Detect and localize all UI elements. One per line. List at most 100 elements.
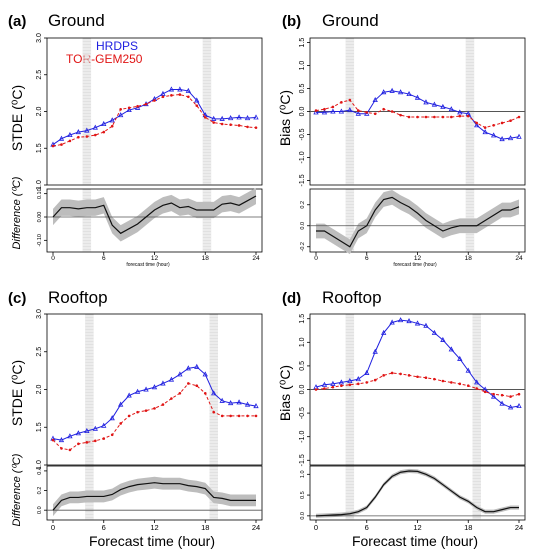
- point-tor-gem250: [77, 135, 80, 139]
- point-tor-gem250: [475, 387, 479, 390]
- xtick-label: 12: [413, 523, 421, 532]
- point-hrdps: [227, 400, 234, 406]
- point-hrdps: [507, 135, 514, 141]
- point-hrdps: [448, 346, 454, 352]
- point-hrdps: [355, 376, 361, 382]
- hatch-band-a-0-sub: [82, 189, 92, 252]
- series-line-hrdps: [52, 366, 257, 441]
- point-tor-gem250: [170, 94, 173, 97]
- point-hrdps: [516, 402, 522, 409]
- point-tor-gem250: [127, 414, 131, 418]
- legend-hrdps: HRDPS: [96, 39, 138, 53]
- point-hrdps: [507, 404, 514, 410]
- xtick-label: 12: [414, 255, 422, 262]
- point-tor-gem250: [51, 144, 55, 148]
- ytick-label: 0.0: [299, 385, 306, 395]
- point-tor-gem250: [254, 414, 258, 418]
- point-hrdps: [490, 393, 497, 399]
- point-hrdps: [499, 400, 505, 406]
- point-hrdps: [423, 322, 429, 328]
- point-tor-gem250: [85, 441, 89, 444]
- point-tor-gem250: [424, 376, 428, 380]
- point-hrdps: [101, 120, 107, 126]
- hatch-band-c-0: [85, 314, 94, 465]
- panel-b: -1.5 -1.0 -0.5 0.0 0.5 1.0 1.5 -0.2 0.0 0.2 0 6 12 18…: [299, 37, 526, 262]
- ytick-label: -0.5: [299, 407, 306, 419]
- point-hrdps: [321, 109, 328, 115]
- xlabel-b: forecast time (hour): [393, 262, 437, 268]
- sub-ytick-label: -0.10: [37, 234, 43, 247]
- point-tor-gem250: [466, 384, 470, 388]
- difference-mean-line-c: [52, 482, 256, 511]
- xtick-label: 0: [314, 523, 318, 532]
- ytick-label: 1.0: [299, 337, 306, 347]
- point-tor-gem250: [466, 114, 470, 118]
- point-tor-gem250: [399, 113, 402, 117]
- point-tor-gem250: [483, 126, 487, 129]
- xtick-label: 6: [365, 523, 369, 532]
- point-tor-gem250: [195, 384, 199, 388]
- point-tor-gem250: [212, 410, 216, 414]
- point-hrdps: [474, 122, 480, 128]
- point-hrdps: [381, 89, 387, 95]
- point-tor-gem250: [110, 433, 114, 437]
- ytick-label: 1.0: [299, 61, 306, 71]
- point-hrdps: [431, 329, 438, 335]
- point-hrdps: [253, 114, 259, 120]
- difference-band-b: [316, 190, 519, 255]
- point-hrdps: [219, 397, 225, 403]
- point-hrdps: [448, 106, 454, 112]
- panel-title-a: Ground: [48, 11, 105, 30]
- point-hrdps: [347, 107, 353, 113]
- point-tor-gem250: [212, 121, 216, 124]
- point-tor-gem250: [203, 116, 207, 119]
- ylabel-d: Bias (⁰C): [277, 365, 293, 421]
- sub-ytick-label: 0.00: [37, 212, 43, 223]
- point-hrdps: [321, 381, 328, 387]
- sub-ylabel-a: Difference (⁰C): [11, 176, 23, 249]
- ytick-label: 2.0: [36, 107, 43, 117]
- point-tor-gem250: [373, 378, 377, 382]
- xtick-label: 24: [252, 255, 260, 262]
- point-hrdps: [490, 132, 497, 138]
- point-hrdps: [177, 371, 183, 377]
- point-tor-gem250: [102, 437, 106, 440]
- point-hrdps: [67, 433, 73, 439]
- point-hrdps: [75, 430, 82, 436]
- panel-c: 1.0 1.5 2.0 2.5 3.0 0.0 0.2 0.4 0 6 12 18 24: [36, 309, 263, 532]
- ytick-label: 2.5: [36, 347, 43, 357]
- point-hrdps: [313, 109, 319, 115]
- point-tor-gem250: [441, 379, 445, 383]
- point-tor-gem250: [348, 98, 352, 102]
- ytick-label: -1.0: [299, 151, 306, 163]
- point-tor-gem250: [102, 130, 106, 134]
- point-hrdps: [177, 86, 183, 92]
- point-tor-gem250: [119, 422, 122, 425]
- point-hrdps: [126, 392, 132, 398]
- point-tor-gem250: [187, 95, 190, 99]
- point-tor-gem250: [178, 391, 182, 395]
- point-hrdps: [338, 108, 345, 114]
- difference-band-a: [53, 187, 256, 242]
- point-hrdps: [168, 376, 175, 382]
- sub-ytick-label: 0.2: [37, 487, 43, 495]
- point-tor-gem250: [407, 374, 411, 377]
- point-tor-gem250: [450, 115, 453, 119]
- xtick-label: 18: [201, 523, 209, 532]
- hatch-band-c-1: [209, 314, 218, 465]
- point-tor-gem250: [433, 115, 436, 119]
- panel-label-c: (c): [8, 290, 26, 307]
- point-tor-gem250: [483, 390, 487, 394]
- point-hrdps: [330, 108, 336, 114]
- xtick-label: 18: [202, 255, 210, 262]
- xlabel-d: Forecast time (hour): [352, 533, 478, 549]
- point-tor-gem250: [153, 407, 156, 410]
- hatch-band-b-0-sub: [345, 189, 355, 252]
- point-hrdps: [84, 427, 90, 434]
- point-tor-gem250: [110, 124, 114, 128]
- ytick-label: 0.0: [299, 107, 306, 117]
- panel-a: 1.0 1.5 2.0 2.5 3.0 -0.10 0.00 0.10 0 6 12 18 24: [36, 33, 263, 262]
- point-hrdps: [236, 114, 242, 120]
- xtick-label: 24: [515, 255, 523, 262]
- point-tor-gem250: [323, 387, 326, 390]
